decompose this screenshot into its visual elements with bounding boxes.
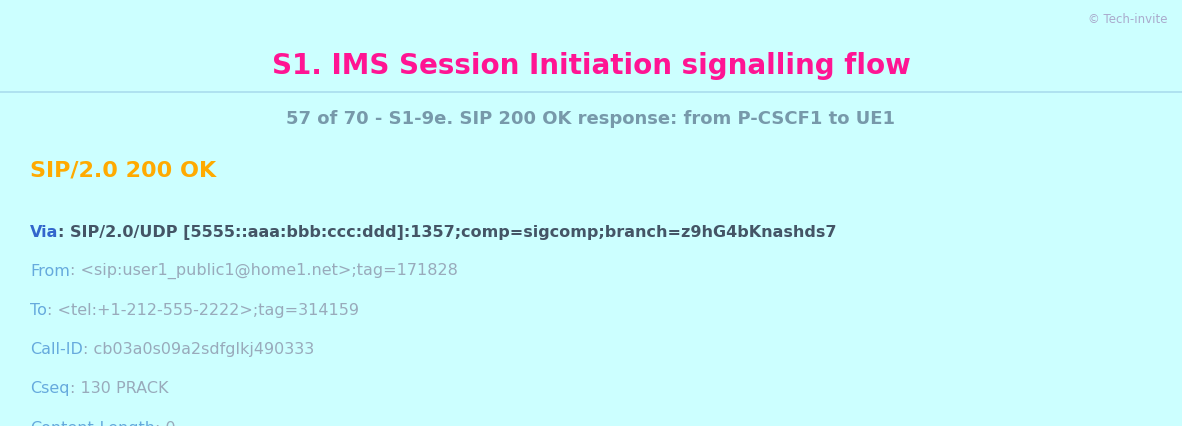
Text: Content-Length: Content-Length: [30, 420, 155, 426]
Text: S1. IMS Session Initiation signalling flow: S1. IMS Session Initiation signalling fl…: [272, 52, 910, 80]
Text: : SIP/2.0/UDP [5555::aaa:bbb:ccc:ddd]:1357;comp=sigcomp;branch=z9hG4bKnashds7: : SIP/2.0/UDP [5555::aaa:bbb:ccc:ddd]:13…: [58, 225, 837, 240]
Text: : 0: : 0: [155, 420, 176, 426]
Text: : <tel:+1-212-555-2222>;tag=314159: : <tel:+1-212-555-2222>;tag=314159: [47, 303, 359, 318]
Text: SIP/2.0 200 OK: SIP/2.0 200 OK: [30, 161, 216, 180]
Text: From: From: [30, 264, 70, 279]
Text: : 130 PRACK: : 130 PRACK: [70, 381, 168, 397]
Text: : cb03a0s09a2sdfglkj490333: : cb03a0s09a2sdfglkj490333: [83, 342, 314, 357]
Text: Cseq: Cseq: [30, 381, 70, 397]
Text: Via: Via: [30, 225, 58, 240]
Text: © Tech-invite: © Tech-invite: [1089, 13, 1168, 26]
Text: To: To: [30, 303, 47, 318]
Text: : <sip:user1_public1@home1.net>;tag=171828: : <sip:user1_public1@home1.net>;tag=1718…: [70, 263, 457, 279]
Text: 57 of 70 - S1-9e. SIP 200 OK response: from P-CSCF1 to UE1: 57 of 70 - S1-9e. SIP 200 OK response: f…: [286, 110, 896, 128]
Text: Call-ID: Call-ID: [30, 342, 83, 357]
